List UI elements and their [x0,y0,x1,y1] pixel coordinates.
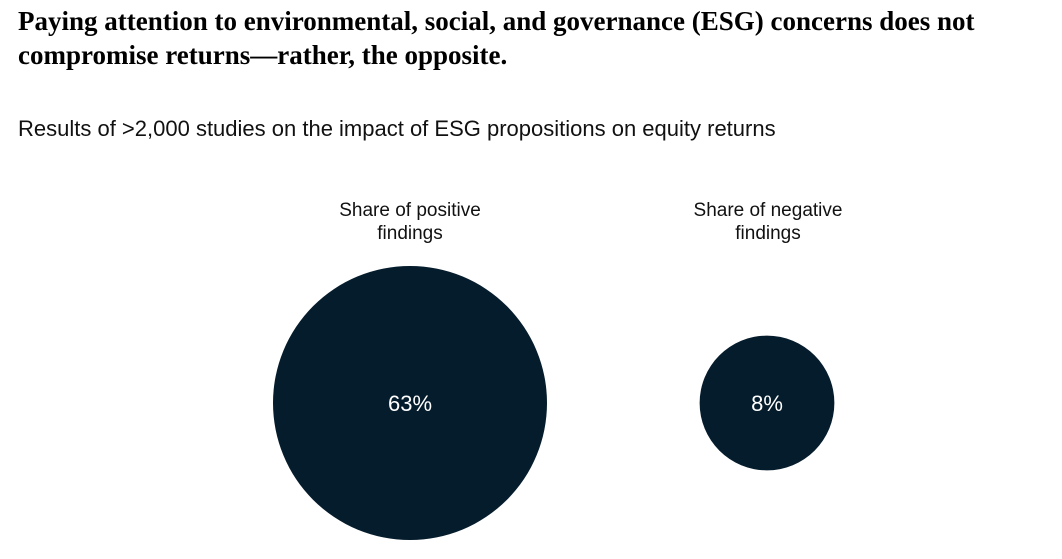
chart-subtitle: Results of >2,000 studies on the impact … [18,116,776,141]
category-label-positive: Share of positive findings [339,200,481,244]
bubble-1 [699,335,835,471]
data-label-0: 63% [388,391,432,416]
category-label-negative: Share of negative findings [693,200,843,244]
bubble-0 [273,266,547,540]
data-label-1: 8% [751,391,783,416]
chart-title: Paying attention to environmental, socia… [18,6,975,70]
